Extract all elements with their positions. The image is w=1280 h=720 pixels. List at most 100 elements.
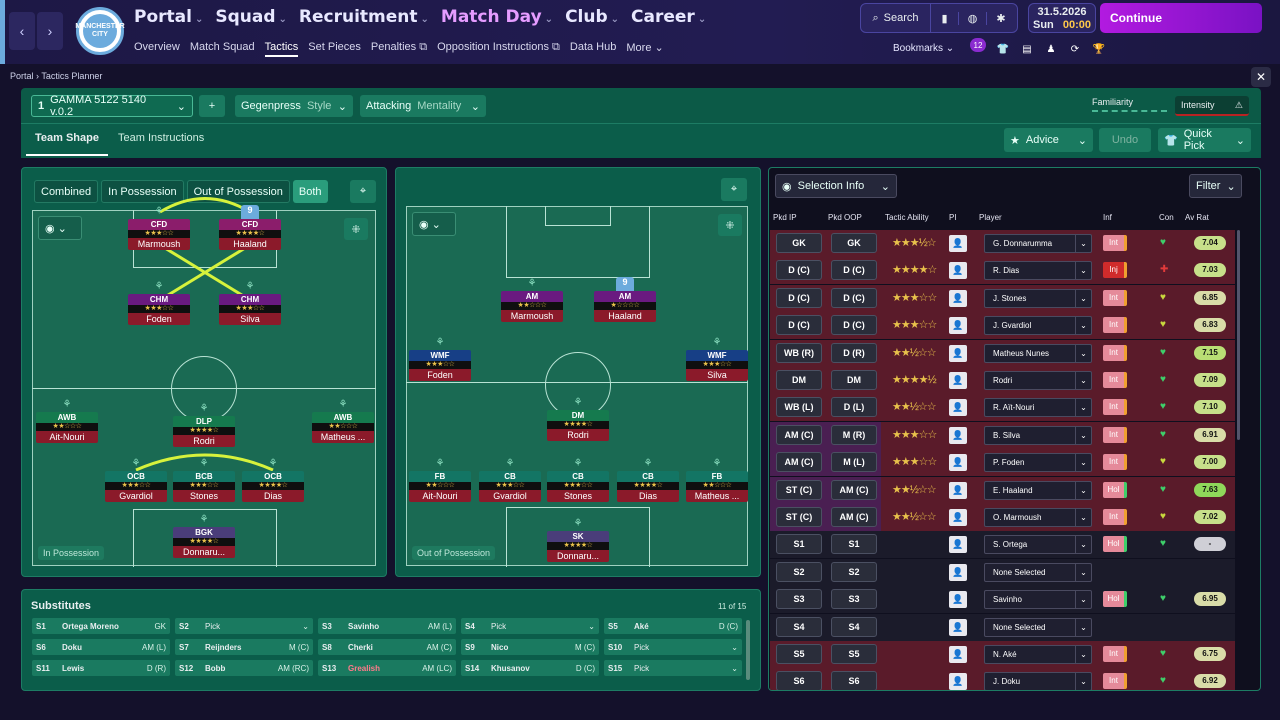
pi-button[interactable]: 👤 bbox=[949, 673, 967, 690]
oop-position[interactable]: D (L) bbox=[831, 397, 877, 418]
player-select[interactable]: N. Aké ⌄ bbox=[984, 645, 1092, 664]
undo-button[interactable]: Undo bbox=[1099, 128, 1151, 152]
nav-portal[interactable]: Portal ⌄ bbox=[134, 7, 204, 27]
sub-slot[interactable]: S6 Doku AM (L) bbox=[32, 639, 170, 655]
advice-button[interactable]: ★ Advice ⌄ bbox=[1004, 128, 1093, 152]
filter-combined[interactable]: Combined bbox=[34, 180, 99, 203]
oop-position[interactable]: AM (C) bbox=[831, 479, 877, 500]
col-pkd-oop[interactable]: Pkd OOP bbox=[828, 213, 862, 222]
date-box[interactable]: 31.5.2026 Sun 00:00 bbox=[1028, 3, 1096, 33]
player-card[interactable]: CHM ★★★☆☆ Silva ⚘ bbox=[219, 281, 281, 325]
sub-slot[interactable]: S15 Pick ⌄ bbox=[604, 660, 742, 676]
sub-slot[interactable]: S12 Bobb AM (RC) bbox=[175, 660, 313, 676]
pi-button[interactable]: 👤 bbox=[949, 344, 967, 362]
pitch-settings-icon[interactable]: ⌖ bbox=[350, 180, 376, 203]
player-card[interactable]: CB ★★★☆☆ Stones ⚘ bbox=[547, 458, 609, 502]
player-card[interactable]: AM ★★☆☆☆ Marmoush ⚘ bbox=[501, 278, 563, 322]
col-tactic-ability[interactable]: Tactic Ability bbox=[885, 213, 929, 222]
pi-button[interactable]: 👤 bbox=[949, 591, 967, 609]
table-row[interactable]: GK GK ★★★½☆ 👤 G. Donnarumma ⌄ Int ♥ 7.04 bbox=[770, 230, 1235, 257]
pi-button[interactable]: 👤 bbox=[949, 372, 967, 389]
continue-button[interactable]: Continue bbox=[1100, 3, 1262, 33]
table-row[interactable]: AM (C) M (L) ★★★☆☆ 👤 P. Foden ⌄ Int ♥ 7.00 bbox=[770, 449, 1235, 477]
subnav-set-pieces[interactable]: Set Pieces bbox=[308, 41, 361, 53]
sub-slot[interactable]: S13 Grealish AM (LC) bbox=[318, 660, 456, 676]
player-select[interactable]: J. Gvardiol ⌄ bbox=[984, 316, 1092, 336]
player-card[interactable]: OCB ★★★☆☆ Gvardiol ⚘ bbox=[105, 458, 167, 502]
oop-position[interactable]: S6 bbox=[831, 671, 877, 690]
oop-position[interactable]: M (R) bbox=[831, 424, 877, 445]
ip-position[interactable]: D (C) bbox=[776, 287, 822, 308]
tactic-select[interactable]: 1 GAMMA 5122 5140 v.0.2 ⌄ bbox=[31, 94, 193, 118]
back-button[interactable]: ‹ bbox=[9, 12, 35, 50]
ip-position[interactable]: S6 bbox=[776, 671, 822, 690]
oop-position[interactable]: S4 bbox=[831, 616, 877, 637]
oop-position[interactable]: S1 bbox=[831, 534, 877, 555]
refresh-icon[interactable]: ⟳ bbox=[1070, 43, 1080, 55]
player-select[interactable]: Savinho ⌄ bbox=[984, 590, 1092, 610]
pi-button[interactable]: 👤 bbox=[949, 646, 967, 663]
sub-slot[interactable]: S2 Pick ⌄ bbox=[175, 618, 313, 634]
player-select[interactable]: O. Marmoush ⌄ bbox=[984, 508, 1092, 527]
table-row[interactable]: DM DM ★★★★½ 👤 Rodri ⌄ Int ♥ 7.09 bbox=[770, 367, 1235, 394]
tab-team-shape[interactable]: Team Shape bbox=[26, 124, 108, 156]
subnav-overview[interactable]: Overview bbox=[134, 41, 180, 53]
player-select[interactable]: S. Ortega ⌄ bbox=[984, 535, 1092, 555]
col-inf[interactable]: Inf bbox=[1103, 213, 1112, 222]
oop-position[interactable]: D (C) bbox=[831, 315, 877, 336]
player-card[interactable]: BGK ★★★★☆ Donnaru... ⚘ bbox=[173, 514, 235, 558]
visibility-toggle[interactable]: ◉ ⌄ bbox=[38, 216, 82, 240]
player-select[interactable]: P. Foden ⌄ bbox=[984, 453, 1092, 473]
subnav-match-squad[interactable]: Match Squad bbox=[189, 41, 255, 53]
ip-position[interactable]: S4 bbox=[776, 616, 822, 637]
table-row[interactable]: D (C) D (C) ★★★☆☆ 👤 J. Stones ⌄ Int ♥ 6.85 bbox=[770, 284, 1235, 312]
pi-button[interactable]: 👤 bbox=[949, 509, 967, 526]
pi-button[interactable]: 👤 bbox=[949, 235, 967, 252]
subnav-more[interactable]: More ⌄ bbox=[626, 42, 664, 54]
oop-position[interactable]: M (L) bbox=[831, 452, 877, 473]
grid-icon[interactable]: ⁜ bbox=[718, 214, 742, 236]
oop-position[interactable]: S3 bbox=[831, 589, 877, 610]
pi-button[interactable]: 👤 bbox=[949, 454, 967, 472]
table-row[interactable]: D (C) D (C) ★★★☆☆ 👤 J. Gvardiol ⌄ Int ♥ 6.83 bbox=[770, 312, 1235, 340]
nav-recruitment[interactable]: Recruitment ⌄ bbox=[298, 7, 429, 27]
ip-position[interactable]: WB (R) bbox=[776, 342, 822, 363]
nav-career[interactable]: Career ⌄ bbox=[631, 7, 707, 27]
player-card[interactable]: FB ★★☆☆☆ Matheus ... ⚘ bbox=[686, 458, 748, 502]
player-select[interactable]: Matheus Nunes ⌄ bbox=[984, 343, 1092, 363]
player-card[interactable]: CHM ★★★☆☆ Foden ⚘ bbox=[128, 281, 190, 325]
sub-slot[interactable]: S11 Lewis D (R) bbox=[32, 660, 170, 676]
subnav-opposition[interactable]: Opposition Instructions ⧉ bbox=[437, 41, 560, 53]
sub-slot[interactable]: S4 Pick ⌄ bbox=[461, 618, 599, 634]
ip-position[interactable]: S2 bbox=[776, 561, 822, 582]
oop-position[interactable]: S5 bbox=[831, 644, 877, 664]
grid-icon[interactable]: ⁜ bbox=[344, 218, 368, 240]
player-select[interactable]: E. Haaland ⌄ bbox=[984, 480, 1092, 500]
gear-icon[interactable]: ✱ bbox=[996, 12, 1006, 25]
oop-position[interactable]: D (R) bbox=[831, 342, 877, 363]
player-select[interactable]: R. Dias ⌄ bbox=[984, 261, 1092, 281]
pi-button[interactable]: 👤 bbox=[949, 399, 967, 417]
player-select[interactable]: B. Silva ⌄ bbox=[984, 425, 1092, 445]
filter-in-possession[interactable]: In Possession bbox=[101, 180, 184, 203]
table-row[interactable]: S3 S3 👤 Savinho ⌄ Hol ♥ 6.95 bbox=[770, 586, 1235, 614]
oop-position[interactable]: S2 bbox=[831, 561, 877, 582]
player-card[interactable]: SK ★★★★☆ Donnaru... ⚘ bbox=[547, 518, 609, 562]
nav-match-day[interactable]: Match Day ⌄ bbox=[440, 7, 554, 27]
breadcrumb-portal[interactable]: Portal bbox=[10, 71, 34, 81]
ip-position[interactable]: ST (C) bbox=[776, 507, 822, 527]
ip-position[interactable]: GK bbox=[776, 233, 822, 253]
oop-position[interactable]: D (C) bbox=[831, 287, 877, 308]
player-card[interactable]: WMF ★★★☆☆ Silva ⚘ bbox=[686, 337, 748, 381]
ip-position[interactable]: D (C) bbox=[776, 260, 822, 281]
pitch-settings-icon[interactable]: ⌖ bbox=[721, 178, 747, 201]
table-row[interactable]: ST (C) AM (C) ★★½☆☆ 👤 E. Haaland ⌄ Hol ♥ 7.63 bbox=[770, 476, 1235, 504]
table-row[interactable]: D (C) D (C) ★★★★☆ 👤 R. Dias ⌄ Inj ✚ 7.03 bbox=[770, 257, 1235, 285]
ip-position[interactable]: AM (C) bbox=[776, 452, 822, 473]
training-icon[interactable]: ♟ bbox=[1046, 43, 1056, 55]
player-select[interactable]: J. Stones ⌄ bbox=[984, 288, 1092, 308]
player-select[interactable]: J. Doku ⌄ bbox=[984, 672, 1092, 690]
pi-button[interactable]: 👤 bbox=[949, 481, 967, 499]
clipboard-icon[interactable]: ▤ bbox=[1022, 43, 1032, 55]
filter-out-of-possession[interactable]: Out of Possession bbox=[186, 180, 290, 203]
